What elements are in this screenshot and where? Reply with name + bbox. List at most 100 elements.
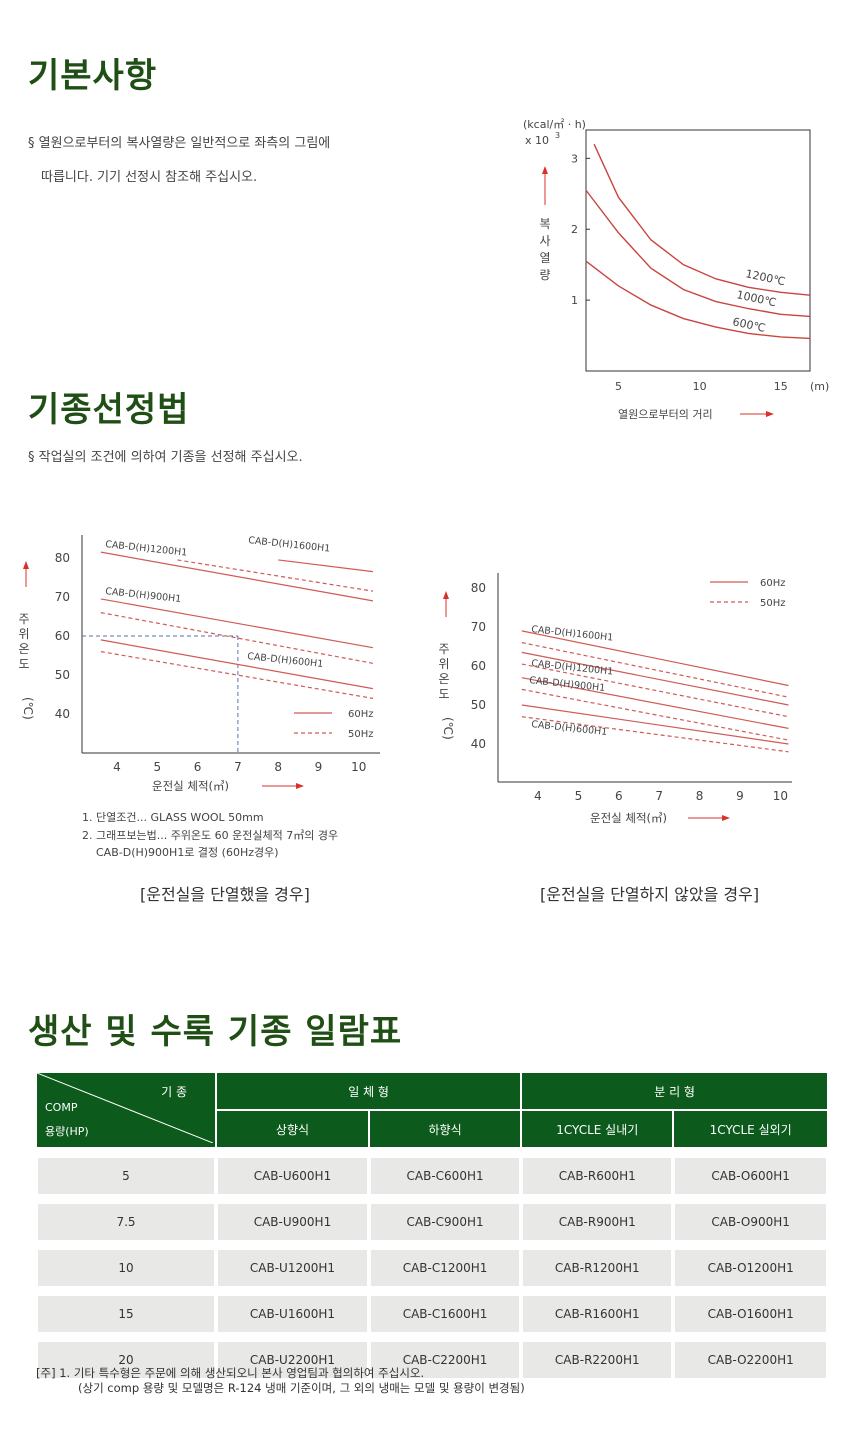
c3-xtick: 5 bbox=[575, 789, 583, 803]
model-cell: CAB-C600H1 bbox=[368, 1158, 522, 1194]
chart3-xlabel: 운전실 체적(㎥) bbox=[590, 811, 667, 825]
c2-ytick: 40 bbox=[55, 707, 70, 721]
col-header-downward: 하향식 bbox=[368, 1110, 522, 1148]
row-gap bbox=[36, 1240, 828, 1250]
c2-ytick: 80 bbox=[55, 551, 70, 565]
legend-60hz-label: 60Hz bbox=[348, 709, 374, 720]
c3-xtick: 9 bbox=[736, 789, 744, 803]
c3-series-label: CAB-D(H)1200H1 bbox=[531, 658, 614, 678]
c3-series-line bbox=[521, 663, 789, 718]
chart1-unit-mult: x 10 bbox=[525, 134, 549, 147]
section-title-selection: 기종선정법 bbox=[28, 390, 190, 430]
capacity-cell: 5 bbox=[36, 1158, 216, 1194]
c2-xtick: 4 bbox=[113, 760, 121, 774]
ylabel-char: 량 bbox=[539, 268, 550, 282]
model-cell: CAB-O1600H1 bbox=[673, 1296, 828, 1332]
model-cell: CAB-C1600H1 bbox=[368, 1296, 522, 1332]
chart2-ylabel: 주위온도 bbox=[18, 612, 29, 671]
chart2-guide-lines bbox=[82, 635, 239, 753]
c2-series-line bbox=[100, 651, 374, 699]
c2-xtick: 6 bbox=[194, 760, 202, 774]
table-row: 7.5 CAB-U900H1 CAB-C900H1 CAB-R900H1 CAB-O90… bbox=[36, 1204, 828, 1240]
row-gap bbox=[36, 1332, 828, 1342]
legend-60hz-label: 60Hz bbox=[760, 578, 786, 589]
chart3-ylabel-unit: (℃) bbox=[441, 717, 455, 740]
c3-series-line bbox=[521, 677, 789, 729]
chart1-right-arrow bbox=[740, 411, 774, 417]
c3-xtick: 8 bbox=[696, 789, 704, 803]
ylabel-char: 주 bbox=[18, 612, 29, 626]
ylabel-char: 사 bbox=[539, 234, 550, 248]
note-line-1: [주] 1. 기타 특수형은 주문에 의해 생산되오니 본사 영업팀과 협의하여… bbox=[36, 1366, 425, 1380]
c2-ytick: 60 bbox=[55, 629, 70, 643]
model-cell: CAB-R900H1 bbox=[521, 1204, 674, 1240]
row-gap bbox=[36, 1148, 828, 1158]
capacity-cell: 10 bbox=[36, 1250, 216, 1286]
chart1-xlabel: 열원으로부터의 거리 bbox=[618, 408, 713, 421]
c3-xtick: 4 bbox=[534, 789, 542, 803]
c3-series-label: CAB-D(H)600H1 bbox=[531, 719, 608, 738]
chart1-series-line bbox=[585, 260, 811, 340]
ylabel-char: 도 bbox=[438, 687, 449, 701]
c2-series-line bbox=[100, 598, 374, 649]
table-row: 5 CAB-U600H1 CAB-C600H1 CAB-R600H1 CAB-O600H… bbox=[36, 1158, 828, 1194]
model-cell: CAB-U1200H1 bbox=[216, 1250, 369, 1286]
legend-50hz-label: 50Hz bbox=[348, 729, 374, 740]
table-corner-cell: 기 종 COMP 용량(HP) bbox=[36, 1072, 216, 1148]
c2-series-line bbox=[100, 612, 374, 664]
c3-series-line bbox=[521, 688, 789, 741]
chart2-right-arrow bbox=[262, 783, 304, 789]
c3-xtick: 10 bbox=[773, 789, 788, 803]
ylabel-char: 온 bbox=[438, 672, 449, 686]
col-header-indoor: 1CYCLE 실내기 bbox=[521, 1110, 674, 1148]
model-cell: CAB-R1200H1 bbox=[521, 1250, 674, 1286]
ylabel-char: 복 bbox=[539, 217, 550, 231]
model-cell: CAB-R1600H1 bbox=[521, 1296, 674, 1332]
chart1-ytick: 2 bbox=[571, 223, 578, 236]
chart3-ylabel: 주위온도 bbox=[438, 642, 449, 701]
corner-header-capacity: 용량(HP) bbox=[45, 1125, 89, 1138]
chart3-caption: [운전실을 단열하지 않았을 경우] bbox=[540, 885, 760, 904]
chart1-xtick: 5 bbox=[615, 380, 622, 393]
capacity-cell: 7.5 bbox=[36, 1204, 216, 1240]
model-cell: CAB-U1600H1 bbox=[216, 1296, 369, 1332]
basics-line-1: § 열원으로부터의 복사열량은 일반적으로 좌측의 그림에 bbox=[28, 136, 331, 151]
header-integrated: 일 체 형 bbox=[216, 1072, 522, 1110]
chart1-ylabel: 복사열량 bbox=[539, 217, 550, 282]
chart1-series-line bbox=[593, 143, 811, 296]
model-cell: CAB-R600H1 bbox=[521, 1158, 674, 1194]
capacity-cell: 15 bbox=[36, 1296, 216, 1332]
chart3-right-arrow bbox=[688, 815, 730, 821]
table-row: 10 CAB-U1200H1 CAB-C1200H1 CAB-R1200H1 CAB-O… bbox=[36, 1250, 828, 1286]
c3-ytick: 40 bbox=[471, 737, 486, 751]
c2-xtick: 7 bbox=[234, 760, 242, 774]
model-cell: CAB-O600H1 bbox=[673, 1158, 828, 1194]
c2-series-label: CAB-D(H)1600H1 bbox=[248, 535, 331, 555]
selection-text: § 작업실의 조건에 의하여 기종을 선정해 주십시오. bbox=[28, 450, 303, 465]
c3-series-line bbox=[521, 642, 789, 698]
chart2-note-1: 1. 단열조건... GLASS WOOL 50mm bbox=[82, 811, 264, 824]
model-cell: CAB-U900H1 bbox=[216, 1204, 369, 1240]
model-cell: CAB-C1200H1 bbox=[368, 1250, 522, 1286]
ylabel-char: 온 bbox=[18, 642, 29, 656]
c2-series-line bbox=[100, 551, 374, 602]
corner-diagonal bbox=[37, 1073, 213, 1143]
c2-xtick: 10 bbox=[351, 760, 366, 774]
capacity-cell: 20 bbox=[36, 1342, 216, 1378]
c3-xtick: 6 bbox=[615, 789, 623, 803]
chart1-series-line bbox=[585, 189, 811, 318]
c2-series-line bbox=[177, 559, 373, 592]
model-cell: CAB-O2200H1 bbox=[673, 1342, 828, 1378]
model-cell: CAB-U600H1 bbox=[216, 1158, 369, 1194]
model-table: 기 종 COMP 용량(HP) 일 체 형 분 리 형 상향식 하향식 1CYC… bbox=[36, 1072, 828, 1378]
table-row: 15 CAB-U1600H1 CAB-C1600H1 CAB-R1600H1 CAB-O… bbox=[36, 1296, 828, 1332]
ylabel-char: 주 bbox=[438, 642, 449, 656]
col-header-upward: 상향식 bbox=[216, 1110, 369, 1148]
c3-xtick: 7 bbox=[655, 789, 663, 803]
chart1-series-label: 1200℃ bbox=[744, 267, 786, 288]
ylabel-char: 열 bbox=[539, 251, 550, 265]
c2-ytick: 50 bbox=[55, 668, 70, 682]
c3-ytick: 60 bbox=[471, 659, 486, 673]
chart2-ylabel-unit: (℃) bbox=[21, 697, 35, 720]
c2-xtick: 9 bbox=[315, 760, 323, 774]
